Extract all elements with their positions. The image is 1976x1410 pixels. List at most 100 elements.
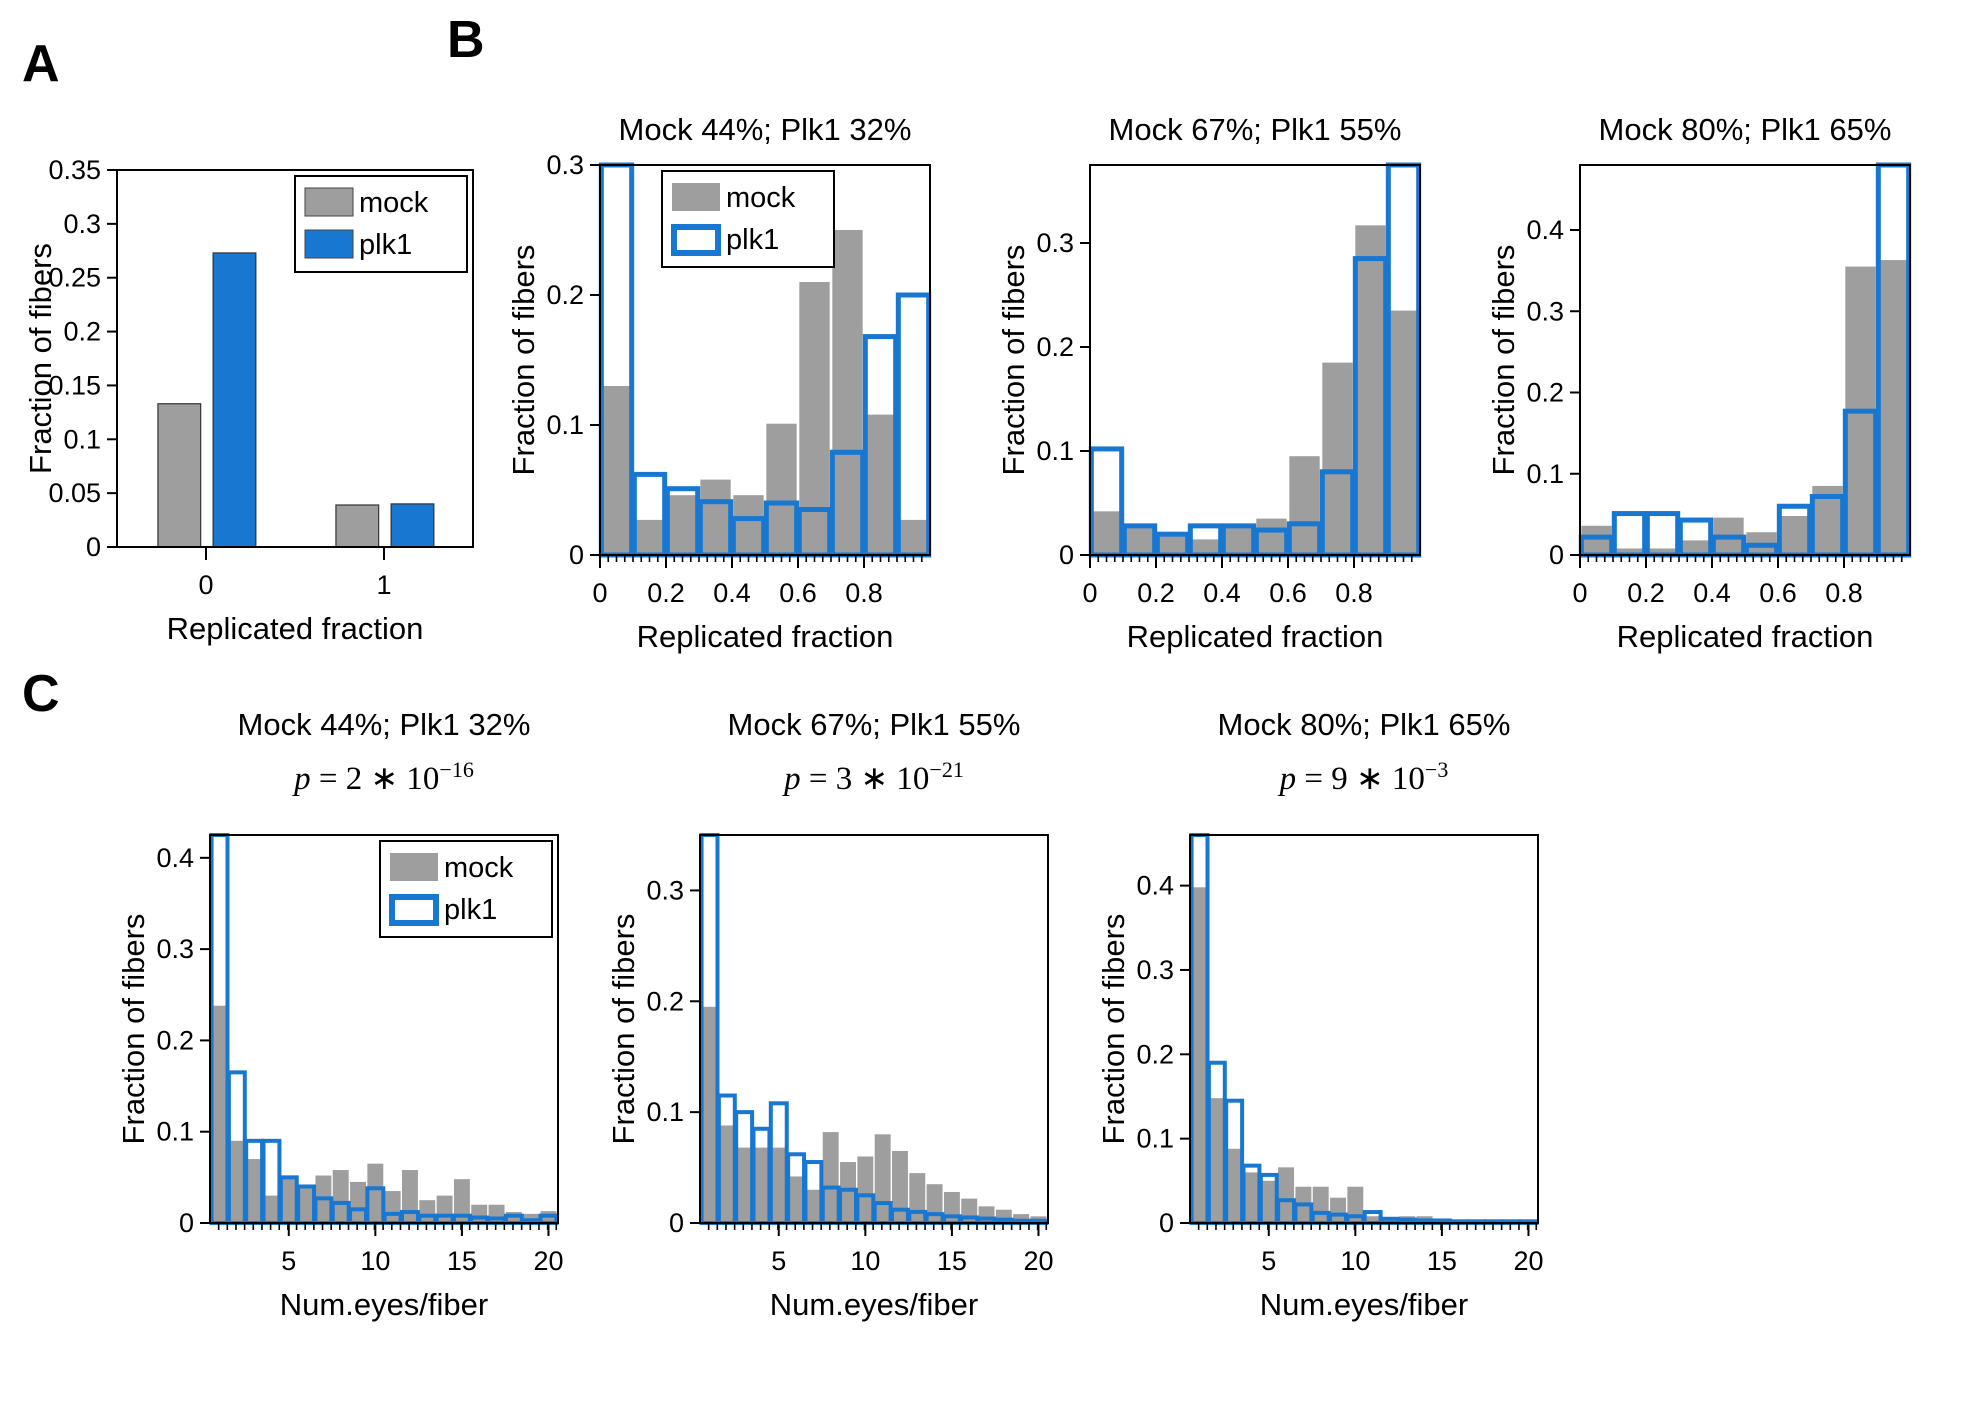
x-tick-label: 0.8	[845, 578, 883, 608]
mock-bar	[419, 1200, 436, 1223]
y-tick-label: 0.1	[1036, 436, 1074, 466]
mock-bar	[909, 1173, 926, 1223]
mock-bar	[874, 1134, 891, 1223]
x-axis-label: Num.eyes/fiber	[1260, 1287, 1468, 1322]
y-tick-label: 0.2	[1526, 378, 1564, 408]
mock-bar	[1278, 1167, 1295, 1223]
x-tick-label: 0.8	[1825, 578, 1863, 608]
y-tick-label: 0.3	[1526, 296, 1564, 326]
x-tick-label: 0	[592, 578, 607, 608]
y-axis-label: Fraction of fibers	[606, 914, 641, 1145]
legend-mock-swatch	[390, 853, 438, 881]
mock-bar	[892, 1150, 908, 1223]
panel-b-chart-3: Mock 80%; Plk1 65% 0 0.1 0.2 0.3 0.4 0 0.2 0.4 0…	[1480, 60, 1924, 660]
y-tick-label: 0.4	[1526, 215, 1564, 245]
mock-bar	[822, 1132, 839, 1223]
y-tick-label: 0.1	[63, 424, 101, 454]
x-tick-label: 5	[1261, 1246, 1276, 1276]
mock-bar	[157, 403, 202, 548]
y-tick-label: 0.2	[546, 280, 584, 310]
mock-bar	[367, 1163, 384, 1223]
y-tick-label: 0.1	[546, 410, 584, 440]
mock-bar	[1124, 525, 1155, 555]
y-tick-label: 0	[1549, 540, 1564, 570]
mock-bar	[350, 1181, 366, 1223]
mock-bar	[471, 1204, 488, 1223]
legend-mock-label: mock	[359, 187, 429, 219]
x-tick-label: 20	[533, 1246, 563, 1276]
mock-bar	[753, 1147, 770, 1223]
p-value-text: p = 2 ∗ 10−16	[180, 757, 588, 798]
x-axis-label: Num.eyes/fiber	[280, 1287, 488, 1322]
x-axis-label: Replicated fraction	[637, 619, 894, 654]
y-tick-label: 0.15	[48, 370, 101, 400]
y-tick-label: 0	[1059, 540, 1074, 570]
chart-title: Mock 44%; Plk1 32%	[237, 707, 531, 742]
y-tick-label: 0.4	[156, 843, 194, 873]
C1-chart-svg: 0 0.1 0.2 0.3 0.4 5 10 15 20 Num.eyes/fiber Fracti…	[116, 833, 564, 1322]
y-tick-label: 0.35	[48, 155, 101, 185]
p-value-text: p = 3 ∗ 10−21	[670, 757, 1078, 798]
legend-mock-label: mock	[444, 852, 514, 884]
legend-plk1-swatch	[389, 894, 439, 926]
mock-bar	[402, 1170, 418, 1223]
A-chart-svg: 0 0.05 0.1 0.15 0.2 0.25 0.3 0.35 0 1 Replicated f…	[23, 155, 474, 646]
mock-bar	[280, 1175, 297, 1223]
y-tick-label: 0	[669, 1208, 684, 1238]
mock-bar	[1779, 516, 1810, 555]
mock-bar	[865, 414, 896, 555]
mock-bar	[1330, 1197, 1346, 1223]
mock-bar	[1208, 1098, 1225, 1223]
mock-bar	[1355, 225, 1386, 555]
panel-c-chart-2: Mock 67%; Plk1 55% p = 3 ∗ 10−21 0 0.1 0.2…	[600, 685, 1062, 1336]
mock-bar	[1013, 1214, 1030, 1223]
x-tick-label: 0.4	[1693, 578, 1731, 608]
mock-bar	[1289, 456, 1320, 555]
mock-bar	[1364, 1216, 1381, 1223]
panel-b-chart-1: Mock 44%; Plk1 32% 0 0.1 0.2 0.3 0 0.2 0.4 0.6 0…	[500, 60, 944, 660]
y-tick-label: 0.25	[48, 263, 101, 293]
mock-bar	[1347, 1186, 1364, 1223]
mock-bar	[1647, 548, 1678, 555]
legend-plk1-label: plk1	[359, 229, 412, 261]
chart-title: Mock 67%; Plk1 55%	[1108, 112, 1402, 147]
B2-chart-svg: 0 0.1 0.2 0.3 0 0.2 0.4 0.6 0.8 Replicated fracti…	[996, 162, 1422, 654]
mock-bar	[1878, 260, 1909, 555]
mock-bar	[1312, 1186, 1329, 1223]
x-tick-label: 10	[1340, 1246, 1370, 1276]
mock-bar	[926, 1184, 943, 1223]
mock-bar	[298, 1186, 315, 1223]
mock-bar	[1256, 518, 1287, 555]
y-tick-label: 0.3	[646, 875, 684, 905]
y-axis-label: Fraction of fibers	[23, 243, 58, 474]
legend-plk1-label: plk1	[726, 224, 779, 256]
mock-bar	[1223, 526, 1254, 555]
x-tick-label: 15	[1427, 1246, 1457, 1276]
mock-bar	[788, 1176, 805, 1223]
p-mantissa: = 9 ∗ 10	[1296, 761, 1425, 797]
mock-bar	[718, 1125, 735, 1223]
mock-bar	[700, 479, 731, 555]
p-variable: p	[1279, 761, 1297, 797]
y-tick-label: 0.2	[1036, 332, 1074, 362]
mock-bar	[1388, 310, 1419, 555]
y-tick-label: 0.4	[1136, 871, 1174, 901]
y-tick-label: 0.2	[156, 1025, 194, 1055]
B3-chart-svg: 0 0.1 0.2 0.3 0.4 0 0.2 0.4 0.6 0.8 Replicated fra…	[1486, 162, 1912, 654]
x-axis-label: Replicated fraction	[1127, 619, 1384, 654]
y-tick-label: 0.2	[646, 986, 684, 1016]
x-tick-label: 0	[198, 570, 213, 600]
y-axis-label: Fraction of fibers	[1486, 245, 1521, 476]
mock-bar	[736, 1147, 753, 1223]
y-axis-label: Fraction of fibers	[116, 914, 151, 1145]
panel-label-a: A	[22, 35, 60, 93]
y-tick-label: 0.3	[546, 150, 584, 180]
x-axis-label: Replicated fraction	[1617, 619, 1874, 654]
x-tick-label: 15	[937, 1246, 967, 1276]
mock-bar	[332, 1170, 349, 1223]
legend-mock-swatch	[304, 187, 354, 217]
x-tick-label: 0.6	[1269, 578, 1307, 608]
mock-bar	[335, 504, 380, 548]
x-tick-label: 15	[447, 1246, 477, 1276]
